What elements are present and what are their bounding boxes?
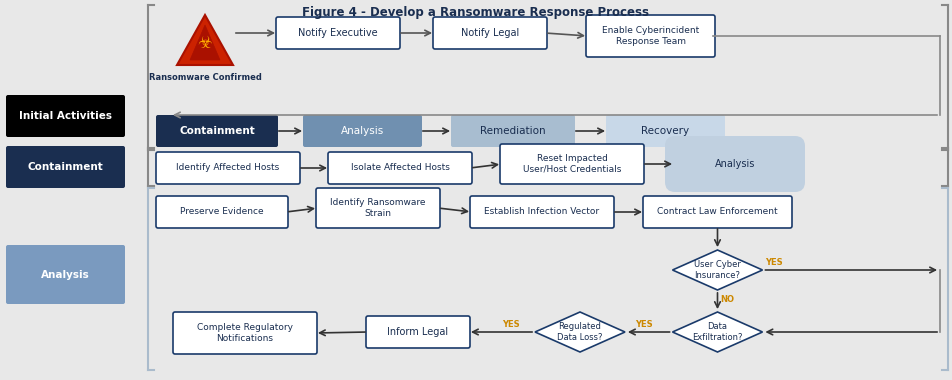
Text: Complete Regulatory
Notifications: Complete Regulatory Notifications bbox=[197, 323, 293, 343]
FancyBboxPatch shape bbox=[606, 115, 725, 147]
Text: Data
Exfiltration?: Data Exfiltration? bbox=[692, 322, 743, 342]
FancyBboxPatch shape bbox=[6, 146, 125, 188]
Text: Identify Affected Hosts: Identify Affected Hosts bbox=[176, 163, 280, 173]
Text: Containment: Containment bbox=[179, 126, 255, 136]
Text: Isolate Affected Hosts: Isolate Affected Hosts bbox=[350, 163, 449, 173]
Text: Notify Executive: Notify Executive bbox=[298, 28, 378, 38]
Text: Figure 4 - Develop a Ransomware Response Process: Figure 4 - Develop a Ransomware Response… bbox=[303, 6, 649, 19]
FancyBboxPatch shape bbox=[276, 17, 400, 49]
FancyBboxPatch shape bbox=[156, 196, 288, 228]
FancyBboxPatch shape bbox=[665, 136, 805, 192]
Text: Analysis: Analysis bbox=[41, 269, 89, 280]
FancyBboxPatch shape bbox=[156, 152, 300, 184]
FancyBboxPatch shape bbox=[643, 196, 792, 228]
Text: Recovery: Recovery bbox=[642, 126, 689, 136]
Text: Enable Cyberincident
Response Team: Enable Cyberincident Response Team bbox=[602, 26, 699, 46]
Polygon shape bbox=[190, 25, 220, 60]
Text: Analysis: Analysis bbox=[715, 159, 755, 169]
FancyBboxPatch shape bbox=[470, 196, 614, 228]
Text: Analysis: Analysis bbox=[341, 126, 384, 136]
FancyBboxPatch shape bbox=[173, 312, 317, 354]
Text: Regulated
Data Loss?: Regulated Data Loss? bbox=[557, 322, 603, 342]
Text: Preserve Evidence: Preserve Evidence bbox=[180, 207, 264, 217]
FancyBboxPatch shape bbox=[500, 144, 644, 184]
FancyBboxPatch shape bbox=[586, 15, 715, 57]
FancyBboxPatch shape bbox=[328, 152, 472, 184]
Text: Containment: Containment bbox=[28, 162, 104, 172]
Text: ☣: ☣ bbox=[198, 34, 212, 52]
Polygon shape bbox=[672, 312, 763, 352]
Text: Contract Law Enforcement: Contract Law Enforcement bbox=[657, 207, 778, 217]
FancyBboxPatch shape bbox=[6, 95, 125, 137]
Text: Initial Activities: Initial Activities bbox=[19, 111, 112, 121]
FancyBboxPatch shape bbox=[433, 17, 547, 49]
FancyBboxPatch shape bbox=[6, 245, 125, 304]
Text: YES: YES bbox=[503, 320, 520, 329]
FancyBboxPatch shape bbox=[451, 115, 575, 147]
Text: Notify Legal: Notify Legal bbox=[461, 28, 519, 38]
Text: User Cyber
Insurance?: User Cyber Insurance? bbox=[694, 260, 741, 280]
Text: Ransomware Confirmed: Ransomware Confirmed bbox=[149, 73, 262, 82]
Text: Identify Ransomware
Strain: Identify Ransomware Strain bbox=[330, 198, 426, 218]
Text: NO: NO bbox=[721, 295, 735, 304]
Text: Establish Infection Vector: Establish Infection Vector bbox=[485, 207, 600, 217]
FancyBboxPatch shape bbox=[366, 316, 470, 348]
Polygon shape bbox=[672, 250, 763, 290]
FancyBboxPatch shape bbox=[316, 188, 440, 228]
Text: YES: YES bbox=[635, 320, 652, 329]
Polygon shape bbox=[535, 312, 625, 352]
Text: Remediation: Remediation bbox=[480, 126, 545, 136]
Text: Reset Impacted
User/Host Credentials: Reset Impacted User/Host Credentials bbox=[523, 154, 622, 174]
Text: Inform Legal: Inform Legal bbox=[387, 327, 448, 337]
FancyBboxPatch shape bbox=[303, 115, 422, 147]
Text: YES: YES bbox=[765, 258, 783, 267]
Polygon shape bbox=[177, 15, 233, 65]
FancyBboxPatch shape bbox=[156, 115, 278, 147]
